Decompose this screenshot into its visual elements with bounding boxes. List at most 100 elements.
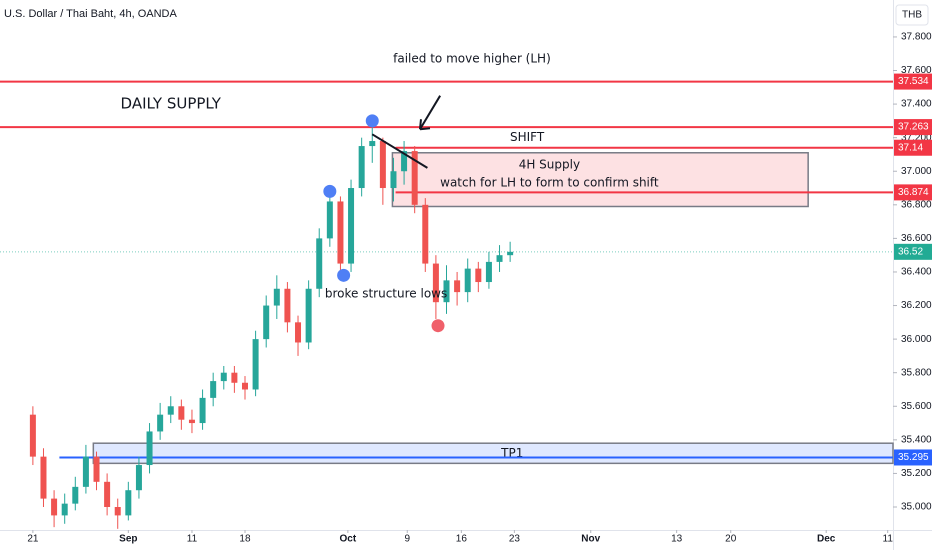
candle-body	[135, 465, 142, 491]
candle-body	[411, 151, 418, 205]
candle-body	[284, 288, 291, 323]
price-tag	[894, 184, 932, 201]
candle-body	[93, 456, 100, 482]
annotation: SHIFT	[510, 130, 545, 144]
y-tick-label: 35.000	[901, 502, 932, 513]
price-tag	[894, 449, 932, 466]
candle-body	[401, 151, 408, 172]
y-tick-label: 36.200	[901, 300, 932, 311]
candle-body	[358, 146, 365, 189]
y-tick-label: 35.400	[901, 434, 932, 445]
x-tick-label: 11	[883, 534, 894, 545]
candle-body	[51, 498, 58, 516]
price-tag-label: 37.534	[898, 76, 929, 87]
candle-body	[220, 372, 227, 382]
x-tick-label: Sep	[119, 534, 137, 545]
x-tick-label: 16	[456, 534, 468, 545]
y-tick-label: 35.200	[901, 468, 932, 479]
marker	[431, 319, 445, 333]
price-tag	[894, 243, 932, 260]
candle-body	[241, 382, 248, 390]
annotation: failed to move higher (LH)	[393, 51, 551, 65]
candle-body	[507, 251, 514, 256]
candle-body	[167, 406, 174, 415]
candle-body	[326, 201, 333, 239]
marker	[323, 184, 337, 198]
candle-body	[390, 171, 397, 189]
x-tick-label: 21	[27, 534, 39, 545]
x-tick-label: Oct	[340, 534, 357, 545]
zone	[92, 442, 894, 465]
candle-body	[178, 406, 185, 420]
candle-body	[273, 288, 280, 306]
candle-body	[369, 141, 376, 147]
x-tick-label: 20	[725, 534, 737, 545]
candle-body	[114, 507, 121, 516]
x-tick-label: Dec	[817, 534, 836, 545]
candle-body	[252, 339, 259, 390]
y-tick-label: 36.600	[901, 233, 932, 244]
price-tag	[894, 73, 932, 90]
price-tag-label: 35.295	[898, 452, 929, 463]
y-tick-label: 37.200	[901, 132, 932, 143]
y-tick-label: 36.800	[901, 199, 932, 210]
candle-body	[210, 381, 217, 398]
candle-body	[379, 141, 386, 189]
zone-label: TP1	[500, 446, 523, 460]
candle-body	[29, 414, 36, 457]
price-tag	[894, 119, 932, 136]
price-tag-label: 36.874	[898, 187, 929, 198]
candle-body	[188, 419, 195, 424]
zone	[391, 152, 809, 208]
candle-body	[72, 486, 79, 504]
candle-body	[231, 372, 238, 383]
zone-label: 4H Supply	[519, 157, 580, 171]
candle-body	[263, 305, 270, 340]
candle-body	[61, 503, 68, 516]
candle-body	[432, 263, 439, 303]
chart-title: U.S. Dollar / Thai Baht, 4h, OANDA	[4, 8, 177, 20]
x-tick-label: 23	[509, 534, 521, 545]
candle-body	[464, 268, 471, 293]
candle-body	[40, 456, 47, 499]
candle-body	[348, 188, 355, 264]
candle-body	[199, 397, 206, 424]
currency-box[interactable]	[895, 4, 929, 26]
y-tick-label: 37.000	[901, 166, 932, 177]
candle-body	[316, 238, 323, 289]
y-tick-label: 37.800	[901, 32, 932, 43]
annotation: broke structure lows	[325, 286, 447, 300]
price-tag	[894, 139, 932, 156]
candle-body	[82, 456, 89, 487]
y-tick-label: 37.400	[901, 99, 932, 110]
candle-body	[337, 201, 344, 264]
x-tick-label: Nov	[581, 534, 600, 545]
y-tick-label: 37.600	[901, 65, 932, 76]
marker	[337, 268, 351, 282]
candle-body	[146, 431, 153, 466]
y-tick-label: 35.800	[901, 367, 932, 378]
marker	[365, 114, 379, 128]
candle-body	[295, 322, 302, 343]
y-tick-label: 35.600	[901, 401, 932, 412]
candle-body	[305, 288, 312, 343]
currency: THB	[902, 10, 922, 21]
x-tick-label: 11	[187, 534, 198, 545]
zone-label: watch for LH to form to confirm shift	[440, 175, 659, 189]
x-tick-label: 9	[404, 534, 410, 545]
price-tag-label: 36.52	[898, 246, 923, 257]
price-tag-label: 37.263	[898, 122, 929, 133]
y-tick-label: 36.400	[901, 267, 932, 278]
candle-body	[422, 204, 429, 264]
x-tick-label: 18	[239, 534, 251, 545]
y-tick-label: 36.000	[901, 334, 932, 345]
annotation: DAILY SUPPLY	[121, 95, 222, 113]
candle-body	[443, 280, 450, 303]
candle-body	[157, 414, 164, 432]
price-tag-label: 37.14	[898, 142, 923, 153]
candle-body	[104, 481, 111, 508]
candle-body	[125, 490, 132, 516]
candle-body	[496, 255, 503, 262]
x-tick-label: 13	[671, 534, 683, 545]
